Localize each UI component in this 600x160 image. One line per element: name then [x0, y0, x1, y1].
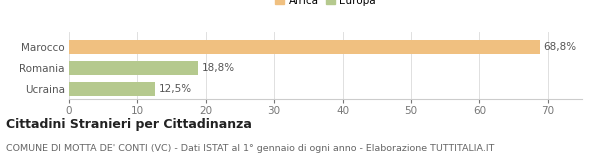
Bar [69, 40, 539, 54]
Text: 12,5%: 12,5% [158, 84, 192, 94]
Bar [69, 82, 155, 96]
Text: 18,8%: 18,8% [202, 63, 235, 73]
Bar [69, 61, 197, 75]
Text: Cittadini Stranieri per Cittadinanza: Cittadini Stranieri per Cittadinanza [6, 118, 252, 131]
Text: 68,8%: 68,8% [544, 42, 577, 52]
Legend: Africa, Europa: Africa, Europa [271, 0, 380, 10]
Text: COMUNE DI MOTTA DE' CONTI (VC) - Dati ISTAT al 1° gennaio di ogni anno - Elabora: COMUNE DI MOTTA DE' CONTI (VC) - Dati IS… [6, 144, 494, 153]
